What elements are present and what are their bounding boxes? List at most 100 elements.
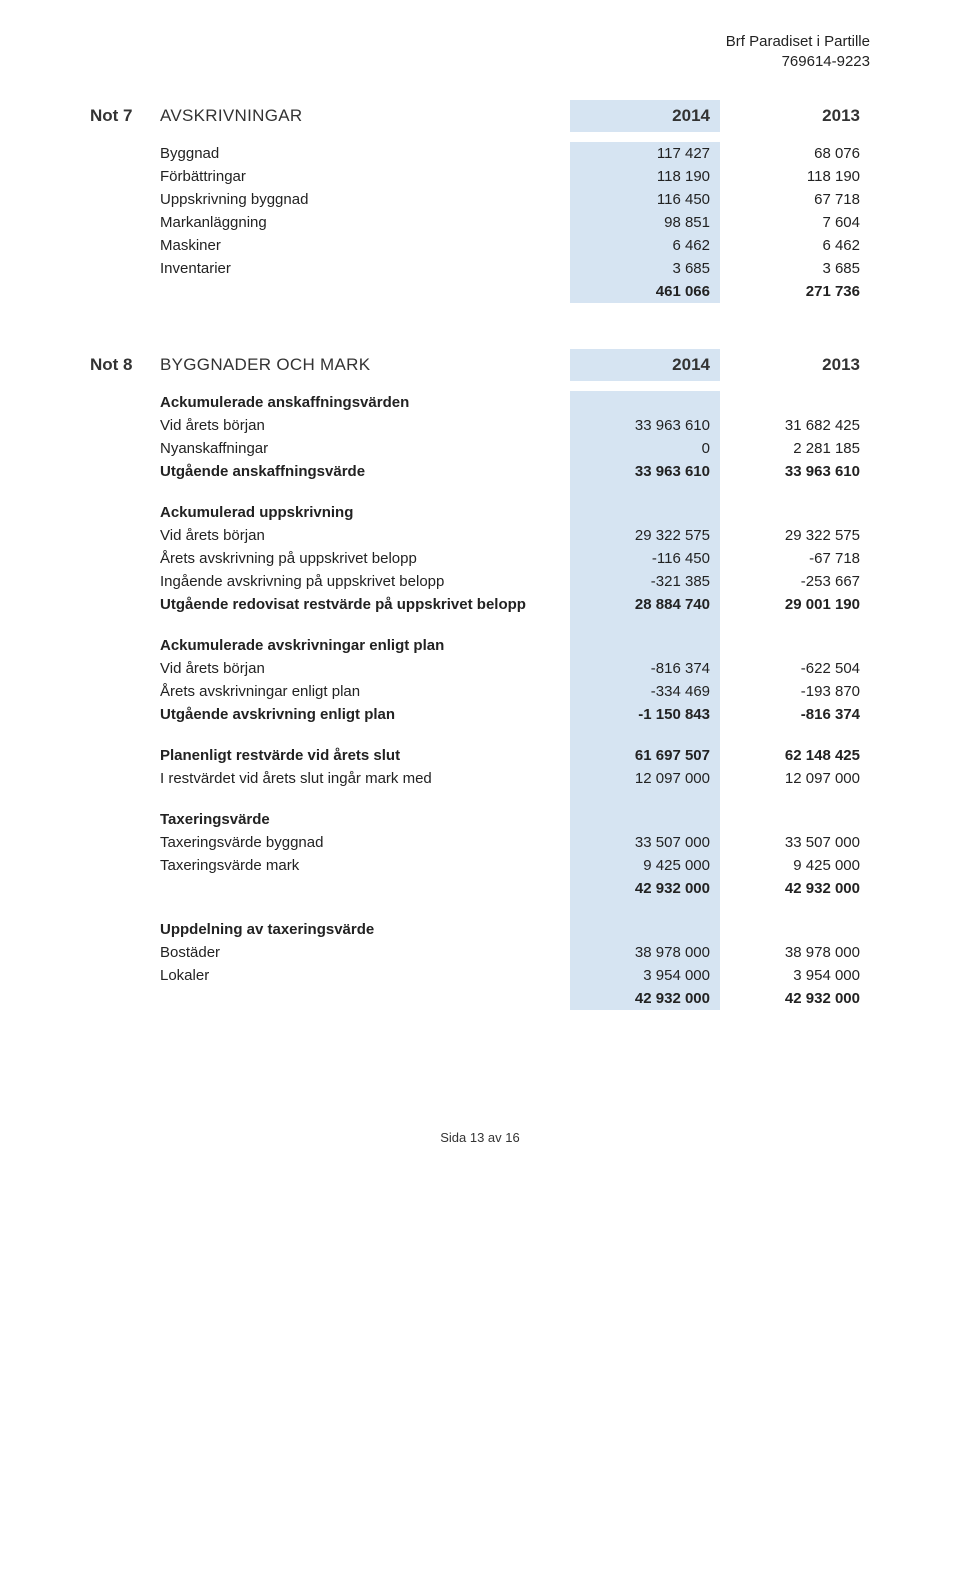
row-val-2: 9 425 000 [720,854,870,877]
row-val-2: -622 504 [720,657,870,680]
header-right: Brf Paradiset i Partille 769614-9223 [726,32,870,71]
spacer-row [90,900,870,918]
row-val-2: 2 281 185 [720,437,870,460]
footer-text: Sida 13 av 16 [440,1130,520,1145]
table-row: Lokaler 3 954 000 3 954 000 [90,964,870,987]
row-val-1: 12 097 000 [570,767,720,790]
row-desc: Taxeringsvärde mark [160,854,570,877]
row-val-2: 3 685 [720,257,870,280]
not7-header-row: Not 7 AVSKRIVNINGAR 2014 2013 [90,100,870,132]
page-footer: Sida 13 av 16 [90,1130,870,1145]
company-name: Brf Paradiset i Partille [726,32,870,52]
row-val-2: 7 604 [720,211,870,234]
row-val-1: 98 851 [570,211,720,234]
spacer-row [90,726,870,744]
row-val-2: 6 462 [720,234,870,257]
total-val-1: 461 066 [570,280,720,303]
row-val-2: 3 954 000 [720,964,870,987]
table-row: Ingående avskrivning på uppskrivet belop… [90,570,870,593]
section-heading-row: Ackumulerad uppskrivning [90,501,870,524]
not7-year-1: 2014 [570,100,720,132]
table-row: Inventarier 3 685 3 685 [90,257,870,280]
table-row: Bostäder 38 978 000 38 978 000 [90,941,870,964]
table-row: Förbättringar 118 190 118 190 [90,165,870,188]
not8-year-2: 2013 [720,349,870,381]
spacer-row [90,790,870,808]
table-row: Vid årets början 33 963 610 31 682 425 [90,414,870,437]
row-val-1: 29 322 575 [570,524,720,547]
row-desc: Byggnad [160,142,570,165]
sum-val-1: 42 932 000 [570,877,720,900]
spacer-row [90,616,870,634]
table-row: Taxeringsvärde mark 9 425 000 9 425 000 [90,854,870,877]
sum-desc: Utgående anskaffningsvärde [160,460,570,483]
row-desc: Årets avskrivning på uppskrivet belopp [160,547,570,570]
section-heading-row: Uppdelning av taxeringsvärde [90,918,870,941]
row-val-1: 61 697 507 [570,744,720,767]
not7-year-2: 2013 [720,100,870,132]
sum-val-2: 42 932 000 [720,877,870,900]
section-heading-row: Ackumulerade avskrivningar enligt plan [90,634,870,657]
page-container: Brf Paradiset i Partille 769614-9223 Not… [0,0,960,1205]
row-desc: Uppskrivning byggnad [160,188,570,211]
row-val-2: 62 148 425 [720,744,870,767]
row-desc: I restvärdet vid årets slut ingår mark m… [160,767,570,790]
not7-label: Not 7 [90,106,160,126]
row-desc: Maskiner [160,234,570,257]
not7-block: Not 7 AVSKRIVNINGAR 2014 2013 Byggnad 11… [90,100,870,303]
section-heading: Taxeringsvärde [160,808,570,831]
row-desc: Taxeringsvärde byggnad [160,831,570,854]
row-val-2: 67 718 [720,188,870,211]
not8-block: Not 8 BYGGNADER OCH MARK 2014 2013 Ackum… [90,349,870,1010]
sum-val-2: 42 932 000 [720,987,870,1010]
row-val-1: 6 462 [570,234,720,257]
row-val-2: 29 322 575 [720,524,870,547]
row-val-2: 118 190 [720,165,870,188]
section-heading-row: Ackumulerade anskaffningsvärden [90,391,870,414]
table-row: Vid årets början 29 322 575 29 322 575 [90,524,870,547]
table-row: Nyanskaffningar 0 2 281 185 [90,437,870,460]
spacer-row [90,483,870,501]
table-row: Vid årets början -816 374 -622 504 [90,657,870,680]
row-val-1: 116 450 [570,188,720,211]
sum-val-1: 33 963 610 [570,460,720,483]
table-row-total: 461 066 271 736 [90,280,870,303]
row-desc: Ingående avskrivning på uppskrivet belop… [160,570,570,593]
row-desc: Markanläggning [160,211,570,234]
table-row-sum: 42 932 000 42 932 000 [90,877,870,900]
sum-val-1: -1 150 843 [570,703,720,726]
row-val-2: 31 682 425 [720,414,870,437]
sum-val-1: 28 884 740 [570,593,720,616]
row-desc: Vid årets början [160,414,570,437]
row-val-1: -816 374 [570,657,720,680]
section-heading-row: Taxeringsvärde [90,808,870,831]
row-val-2: -193 870 [720,680,870,703]
row-desc: Bostäder [160,941,570,964]
row-desc: Lokaler [160,964,570,987]
org-number: 769614-9223 [726,52,870,72]
row-val-2: 33 507 000 [720,831,870,854]
row-val-2: 38 978 000 [720,941,870,964]
row-val-2: -253 667 [720,570,870,593]
section-heading: Ackumulerade avskrivningar enligt plan [160,634,570,657]
table-row-sum: 42 932 000 42 932 000 [90,987,870,1010]
row-desc: Planenligt restvärde vid årets slut [160,744,570,767]
not8-header-row: Not 8 BYGGNADER OCH MARK 2014 2013 [90,349,870,381]
sum-val-2: -816 374 [720,703,870,726]
row-val-1: 0 [570,437,720,460]
sum-val-2: 29 001 190 [720,593,870,616]
not7-title: AVSKRIVNINGAR [160,106,570,126]
row-desc: Vid årets början [160,657,570,680]
section-heading: Ackumulerade anskaffningsvärden [160,391,570,414]
total-val-2: 271 736 [720,280,870,303]
row-val-2: 12 097 000 [720,767,870,790]
not8-year-1: 2014 [570,349,720,381]
row-val-1: -321 385 [570,570,720,593]
planenligt-row: Planenligt restvärde vid årets slut 61 6… [90,744,870,767]
table-row: Årets avskrivningar enligt plan -334 469… [90,680,870,703]
table-row: Uppskrivning byggnad 116 450 67 718 [90,188,870,211]
row-val-2: 68 076 [720,142,870,165]
row-val-2: -67 718 [720,547,870,570]
not8-label: Not 8 [90,355,160,375]
row-desc: Vid årets början [160,524,570,547]
